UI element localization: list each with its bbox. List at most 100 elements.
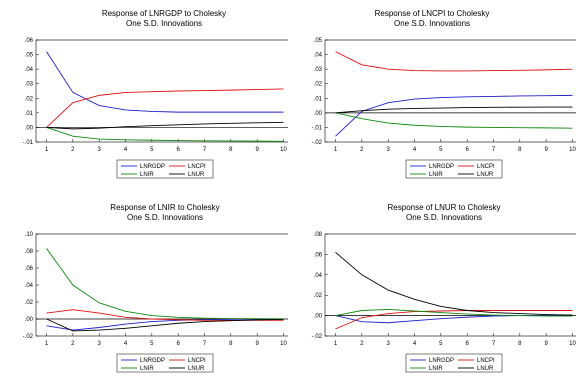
x-tick-label: 3 (387, 147, 391, 153)
legend: LNRGDP LNCPI LNIR LNUR (405, 159, 503, 179)
x-tick-label: 1 (45, 147, 49, 153)
y-tick-label: .02 (314, 293, 323, 299)
x-tick-label: 3 (98, 147, 102, 153)
y-tick-label: .06 (314, 252, 323, 258)
legend-label-lnir: LNIR (429, 172, 443, 178)
chart-title: Response of LNIR to Cholesky (110, 203, 219, 212)
y-tick-label: .02 (25, 300, 34, 306)
x-tick-label: 2 (71, 341, 75, 347)
legend-label-lncpi: LNCPI (188, 358, 206, 364)
y-tick-label: .10 (25, 232, 34, 238)
series-line-lnur (46, 318, 284, 332)
x-tick-label: 10 (569, 341, 576, 347)
legend-label-lnur: LNUR (188, 172, 205, 178)
y-tick-label: .01 (25, 111, 34, 117)
x-tick-label: 10 (280, 147, 287, 153)
plot-frame (324, 233, 576, 337)
irf-chart-lnrgdp: Response of LNRGDP to Cholesky One S.D. … (23, 9, 288, 179)
x-tick-label: 5 (150, 147, 154, 153)
legend-label-lnrgdp: LNRGDP (140, 164, 165, 170)
series-line-lnir (335, 112, 573, 129)
x-tick-label: 1 (334, 147, 338, 153)
series-line-lnrgdp (46, 51, 284, 113)
y-tick-label: -.02 (312, 140, 323, 146)
x-tick-label: 4 (413, 341, 417, 347)
legend-label-lnur: LNUR (477, 172, 494, 178)
x-tick-label: 4 (413, 147, 417, 153)
plot-area: -.02 .00 .02 .04 .06 .08 .10 1 2 3 4 5 6 7 8 9 10 (23, 232, 288, 347)
irf-panel-lnur: Response of LNUR to Cholesky One S.D. In… (288, 194, 576, 388)
series-line-lncpi (335, 310, 573, 330)
y-tick-label: .06 (25, 266, 34, 272)
y-tick-label: .06 (25, 38, 34, 44)
legend-label-lnrgdp: LNRGDP (429, 358, 454, 364)
series-line-lnur (46, 121, 284, 130)
x-tick-label: 5 (439, 147, 443, 153)
legend-label-lnir: LNIR (429, 366, 443, 372)
x-tick-label: 3 (387, 341, 391, 347)
y-tick-label: .00 (314, 111, 323, 117)
x-tick-label: 10 (280, 341, 287, 347)
x-tick-label: 2 (360, 147, 364, 153)
legend-label-lnur: LNUR (188, 366, 205, 372)
x-tick-label: 9 (544, 147, 548, 153)
y-tick-label: .04 (25, 67, 34, 73)
y-tick-label: .02 (314, 82, 323, 88)
x-tick-label: 7 (203, 341, 207, 347)
legend-label-lnur: LNUR (477, 366, 494, 372)
legend-label-lnrgdp: LNRGDP (140, 358, 165, 364)
chart-title: Response of LNRGDP to Cholesky (102, 9, 226, 18)
x-tick-label: 7 (203, 147, 207, 153)
y-tick-label: -.01 (312, 125, 323, 131)
x-tick-label: 5 (150, 341, 154, 347)
x-tick-label: 1 (334, 341, 338, 347)
y-tick-label: .03 (314, 67, 323, 73)
y-tick-label: -.02 (312, 334, 323, 340)
x-tick-label: 4 (124, 147, 128, 153)
x-tick-label: 6 (465, 147, 469, 153)
x-tick-label: 8 (518, 147, 522, 153)
legend: LNRGDP LNCPI LNIR LNUR (405, 353, 503, 373)
x-tick-label: 8 (518, 341, 522, 347)
y-tick-label: .01 (314, 96, 323, 102)
x-tick-label: 8 (229, 341, 233, 347)
irf-panel-lnir: Response of LNIR to Cholesky One S.D. In… (0, 194, 288, 388)
plot-area: -.02 -.01 .00 .01 .02 .03 .04 .05 1 2 3 4 5 6 7 8 9 10 (312, 38, 576, 153)
y-tick-label: .04 (314, 53, 323, 59)
x-tick-label: 3 (98, 341, 102, 347)
legend-box (116, 159, 214, 179)
x-tick-label: 6 (465, 341, 469, 347)
chart-subtitle: One S.D. Innovations (126, 19, 202, 28)
plot-frame (324, 39, 576, 143)
y-tick-label: .02 (25, 96, 34, 102)
x-tick-label: 6 (176, 147, 180, 153)
x-tick-label: 7 (492, 147, 496, 153)
series-line-lnrgdp (335, 94, 573, 137)
y-tick-label: .00 (25, 125, 34, 131)
series-line-lnur (335, 252, 573, 316)
legend-box (116, 353, 214, 373)
x-tick-label: 5 (439, 341, 443, 347)
series-line-lnir (46, 127, 284, 142)
chart-title: Response of LNCPI to Cholesky (375, 9, 490, 18)
x-tick-label: 9 (255, 147, 259, 153)
x-tick-label: 9 (544, 341, 548, 347)
plot-area: -.01 .00 .01 .02 .03 .04 .05 .06 1 2 3 4 5 6 7 8 9 10 (23, 38, 288, 153)
series-line-lncpi (46, 88, 284, 128)
chart-subtitle: One S.D. Innovations (394, 19, 470, 28)
series-line-lnrgdp (46, 318, 284, 331)
y-tick-label: -.01 (23, 140, 34, 146)
x-tick-label: 4 (124, 341, 128, 347)
irf-chart-lncpi: Response of LNCPI to Cholesky One S.D. I… (312, 9, 576, 179)
chart-subtitle: One S.D. Innovations (406, 213, 482, 222)
irf-panel-lncpi: Response of LNCPI to Cholesky One S.D. I… (288, 0, 576, 194)
legend-box (405, 159, 503, 179)
y-tick-label: .00 (25, 317, 34, 323)
legend-label-lnrgdp: LNRGDP (429, 164, 454, 170)
x-tick-label: 8 (229, 147, 233, 153)
series-line-lnur (335, 106, 573, 114)
y-tick-label: .00 (314, 314, 323, 320)
legend-label-lncpi: LNCPI (477, 164, 495, 170)
x-tick-label: 6 (176, 341, 180, 347)
y-tick-label: .08 (25, 249, 34, 255)
